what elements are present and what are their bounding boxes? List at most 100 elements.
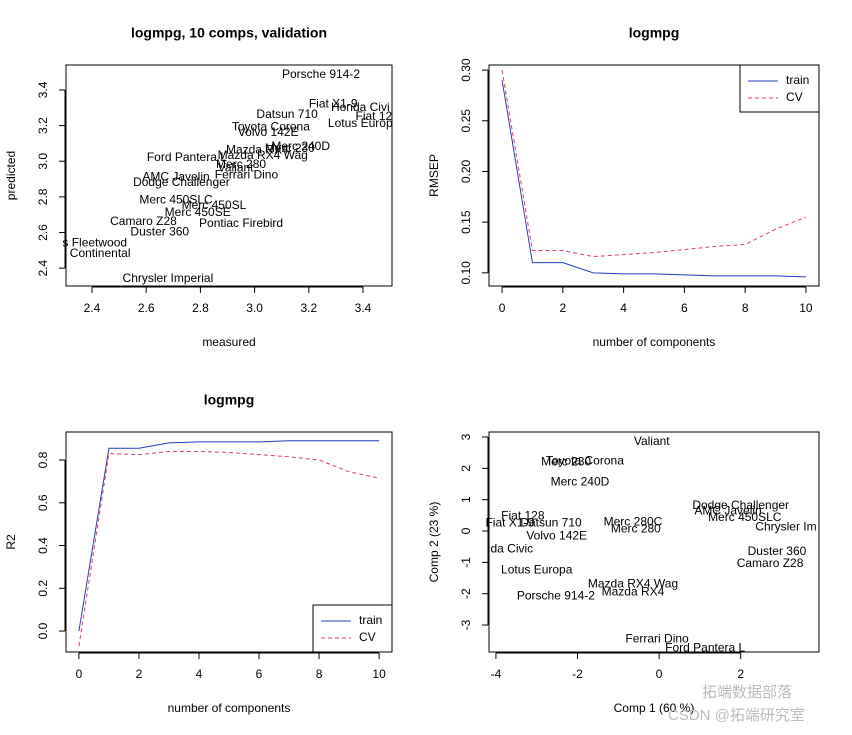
y-axis-label: R2 [4,534,18,550]
point-label: Ford Pantera L [147,150,227,164]
point-label: Valiant [634,434,670,448]
plot-box [488,431,820,653]
point-label: Merc 240D [551,474,610,488]
y-tick-label: 3.2 [36,117,50,134]
x-tick-label: 0 [499,301,506,315]
x-tick-label: 8 [742,301,749,315]
x-tick-label: 0 [656,667,663,681]
point-label: Duster 360 [130,225,189,239]
x-tick-label: 4 [196,667,203,681]
point-label: Merc 230 [541,454,591,468]
y-tick-label: 0.0 [36,622,50,639]
point-label: Porsche 914-2 [282,67,360,81]
point-label: Merc 240D [271,139,330,153]
y-tick-label: 0.30 [459,58,473,82]
point-label: Merc 450SLC [708,510,782,524]
legend-box [312,604,393,653]
point-label: Volvo 142E [526,529,587,543]
panel: logmpg number of components RMSEP 0 2 4 6 8 10 0.… [427,25,820,349]
point-label: Mazda RX4 Wag [588,576,678,590]
y-tick-label: 0.25 [459,109,473,133]
watermark: 拓端数据部落 [702,684,792,701]
point-label: Camaro Z28 [110,214,177,228]
point-label: Mazda RX4 [602,585,665,599]
series-line [501,69,807,258]
x-tick-label: 2.8 [192,301,209,315]
series-line [78,440,380,632]
y-tick-label: 0.6 [36,494,50,511]
legend-label: train [786,73,809,87]
point-label: Pontiac Firebird [199,216,283,230]
x-axis-label: measured [202,335,255,349]
y-axis-label: predicted [4,151,18,200]
point-label: Chrysler Im [755,519,816,533]
point-label: Camaro Z28 [737,556,804,570]
x-tick-label: 2 [559,301,566,315]
y-tick-label: 0.4 [36,537,50,554]
point-label: Mazda RX4 Wag [218,148,308,162]
y-tick-label: 3.0 [36,153,50,170]
series-line [501,80,806,278]
point-label: Toyota Corona [546,453,624,467]
x-tick-label: 0 [76,667,83,681]
point-label: Mazda RX4 [226,143,289,157]
y-axis-label: Comp 2 (23 %) [427,502,441,583]
y-tick-label: -2 [459,588,473,599]
watermark: CSDN @拓端研究室 [668,707,805,724]
legend-label: train [359,613,382,627]
point-label: Volvo 142E [238,125,299,139]
series-line [78,450,380,647]
panel-title: logmpg [204,392,255,408]
y-tick-label: 2 [459,465,473,472]
point-label: s Fleetwood [62,235,127,249]
panel: Comp 1 (60 %) Comp 2 (23 %) -4 -2 0 2 -3 -2 -1 0 1… [427,431,820,715]
y-tick-label: 2.4 [36,260,50,277]
point-label: Dodge Challenger [692,498,789,512]
x-tick-label: 2 [136,667,143,681]
point-label: Toyota Corona [232,120,310,134]
x-tick-label: 8 [316,667,323,681]
panel: logmpg, 10 comps, validation measured pred… [4,25,393,349]
point-label: Duster 360 [748,544,807,558]
point-label: Merc 450SLC [139,193,213,207]
y-tick-label: 3.4 [36,81,50,98]
y-axis-label: RMSEP [427,154,441,197]
y-tick-label: 0.10 [459,261,473,285]
x-tick-label: 6 [256,667,263,681]
point-label: Fiat 12 [355,109,392,123]
legend-label: CV [359,630,376,644]
point-label: Merc 280 [216,157,266,171]
y-tick-label: -1 [459,557,473,568]
point-label: Ferrari Dino [625,631,689,645]
point-label: AMC Javelin [694,503,761,517]
y-tick-label: 0.2 [36,580,50,597]
point-label: Continental [70,246,131,260]
point-label: da Civic [490,541,533,555]
x-axis-label: Comp 1 (60 %) [614,701,695,715]
panel-title: logmpg [629,25,680,41]
x-tick-label: 2 [737,667,744,681]
legend-box [739,64,820,113]
point-label: Dodge Challenger [133,175,230,189]
y-tick-label: 0 [459,527,473,534]
legend-label: CV [786,90,803,104]
point-label: Merc 280C [604,514,663,528]
x-tick-label: 2.4 [84,301,101,315]
y-tick-label: 0.15 [459,210,473,234]
x-tick-label: 6 [681,301,688,315]
point-label: Datsun 710 [256,107,318,121]
point-label: Merc 450SE [165,205,231,219]
y-tick-label: 3 [459,433,473,440]
point-label: Valiant [218,161,254,175]
point-label: AMC Javelin [142,169,209,183]
y-tick-label: 2.8 [36,188,50,205]
point-label: Lotus Europa [501,562,573,576]
x-tick-label: 3.0 [246,301,263,315]
point-label: Ford Pantera L [665,640,745,654]
x-tick-label: 10 [799,301,813,315]
panel: logmpg number of components R2 0 2 4 6 8 10 0.0 0.… [4,392,393,715]
point-label: Lotus Europ [328,116,393,130]
x-axis-label: number of components [593,335,716,349]
point-label: Fiat 128 [501,508,545,522]
